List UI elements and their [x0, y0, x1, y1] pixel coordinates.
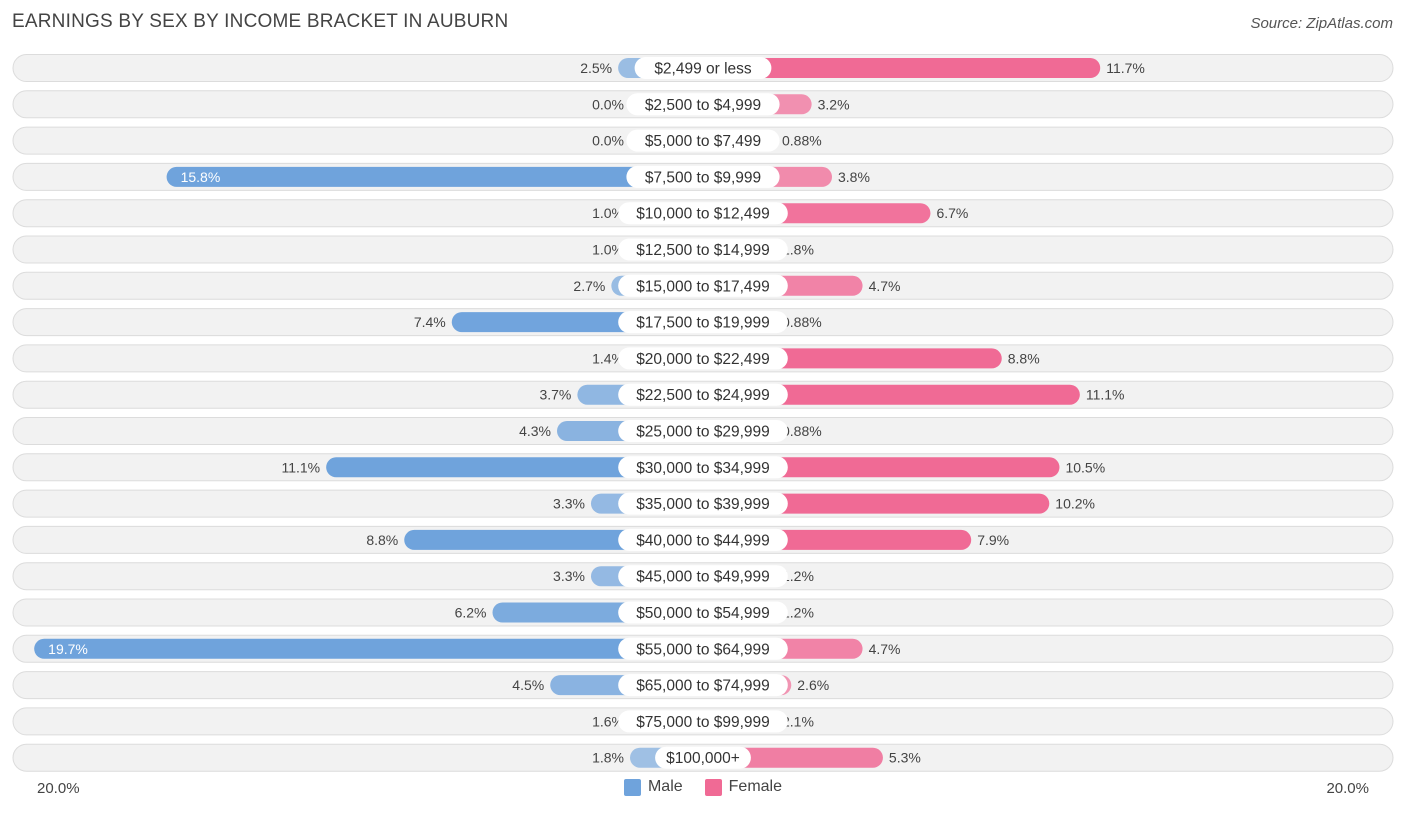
male-value-label: 15.8% — [181, 169, 221, 185]
female-value-label: 3.2% — [818, 96, 850, 112]
legend-label-male: Male — [647, 778, 683, 795]
female-value-label: 3.8% — [838, 169, 870, 185]
female-bar — [703, 384, 1080, 405]
category-label-pill — [626, 165, 780, 188]
category-label: $30,000 to $34,999 — [636, 460, 770, 477]
category-label: $40,000 to $44,999 — [636, 532, 770, 549]
category-label: $50,000 to $54,999 — [636, 605, 770, 622]
male-value-label: 3.3% — [553, 496, 585, 512]
female-value-label: 10.2% — [1055, 496, 1095, 512]
female-value-label: 10.5% — [1065, 459, 1105, 475]
category-label-pill — [618, 456, 788, 479]
category-label-pill — [618, 238, 788, 261]
male-value-label: 11.1% — [281, 459, 320, 475]
female-value-label: 2.6% — [797, 677, 829, 693]
male-value-label: 6.2% — [455, 605, 487, 621]
category-label: $17,500 to $19,999 — [636, 315, 770, 332]
category-label-pill — [618, 383, 788, 406]
male-bar — [34, 638, 704, 659]
category-label: $15,000 to $17,499 — [636, 278, 770, 295]
female-value-label: 11.7% — [1106, 60, 1145, 76]
category-label-pill — [618, 637, 788, 660]
category-label-pill — [618, 565, 788, 588]
female-value-label: 6.7% — [936, 205, 968, 221]
male-bar — [166, 166, 704, 187]
category-label-pill — [618, 347, 788, 370]
female-value-label: 4.7% — [869, 641, 901, 657]
male-value-label: 2.7% — [573, 278, 605, 294]
legend-swatch-female — [704, 778, 722, 796]
chart-svg: 2.5% 11.7% $2,499 or less 0.0% 3.2% $2,500 to… — [12, 54, 1394, 772]
category-label-pill — [618, 202, 788, 225]
male-value-label: 7.4% — [414, 314, 446, 330]
male-value-label: 1.8% — [592, 750, 624, 766]
category-label-pill — [626, 93, 780, 116]
female-value-label: 11.1% — [1086, 387, 1125, 403]
female-value-label: 8.8% — [1008, 350, 1040, 366]
male-value-label: 8.8% — [366, 532, 398, 548]
male-value-label: 3.3% — [553, 568, 585, 584]
female-value-label: 0.88% — [782, 133, 822, 149]
axis-left-label: 20.0% — [37, 780, 80, 797]
female-value-label: 0.88% — [782, 314, 822, 330]
category-label-pill — [618, 311, 788, 334]
legend-item-male[interactable]: Male — [623, 778, 683, 796]
category-label: $20,000 to $22,499 — [636, 351, 770, 368]
female-bar — [703, 58, 1101, 78]
category-label: $45,000 to $49,999 — [636, 569, 770, 586]
female-bar — [703, 457, 1060, 478]
category-label: $35,000 to $39,999 — [636, 496, 770, 513]
female-value-label: 1.2% — [782, 605, 814, 621]
category-label-pill — [618, 420, 788, 442]
category-label-pill — [618, 674, 788, 697]
category-label-pill — [618, 710, 788, 733]
male-value-label: 0.0% — [592, 133, 624, 149]
category-label-pill — [618, 601, 788, 624]
male-value-label: 1.6% — [592, 713, 624, 729]
chart-title: EARNINGS BY SEX BY INCOME BRACKET IN AUB… — [12, 11, 509, 32]
male-value-label: 3.7% — [539, 387, 571, 403]
category-label: $2,500 to $4,999 — [645, 97, 761, 114]
legend-label-female: Female — [728, 778, 783, 795]
category-label-pill — [634, 57, 772, 79]
male-value-label: 2.5% — [580, 60, 612, 76]
source-label: Source: ZipAtlas.com — [1250, 15, 1393, 32]
female-bar — [703, 493, 1050, 514]
category-label-pill — [655, 746, 751, 769]
category-label: $22,500 to $24,999 — [636, 387, 770, 404]
category-label: $75,000 to $99,999 — [636, 714, 770, 731]
category-label: $10,000 to $12,499 — [636, 206, 770, 223]
category-label: $25,000 to $29,999 — [636, 424, 770, 441]
legend-item-female[interactable]: Female — [704, 778, 783, 796]
female-value-label: 7.9% — [977, 532, 1009, 548]
category-label: $12,500 to $14,999 — [636, 242, 770, 259]
male-value-label: 1.0% — [592, 242, 624, 258]
male-value-label: 4.3% — [519, 423, 551, 439]
category-label: $5,000 to $7,499 — [645, 133, 761, 150]
female-value-label: 4.7% — [869, 278, 901, 294]
male-bar — [326, 457, 703, 478]
category-label: $7,500 to $9,999 — [645, 169, 761, 186]
female-value-label: 1.8% — [782, 242, 814, 258]
female-value-label: 2.1% — [782, 713, 814, 729]
category-label: $2,499 or less — [654, 61, 752, 78]
category-label-pill — [618, 528, 788, 551]
female-value-label: 5.3% — [889, 750, 921, 766]
axis-right-label: 20.0% — [1326, 780, 1369, 797]
category-label-pill — [618, 492, 788, 515]
male-value-label: 0.0% — [592, 96, 624, 112]
category-label: $100,000+ — [666, 750, 740, 767]
female-value-label: 0.88% — [782, 423, 822, 439]
category-label: $55,000 to $64,999 — [636, 641, 770, 658]
male-value-label: 1.4% — [592, 350, 624, 366]
category-label-pill — [626, 129, 780, 152]
legend: Male Female — [0, 778, 1406, 796]
legend-swatch-male — [623, 778, 641, 796]
male-value-label: 4.5% — [512, 677, 544, 693]
male-value-label: 1.0% — [592, 205, 624, 221]
category-label: $65,000 to $74,999 — [636, 678, 770, 695]
female-value-label: 1.2% — [782, 568, 814, 584]
male-value-label: 19.7% — [48, 641, 88, 657]
category-label-pill — [618, 274, 788, 297]
